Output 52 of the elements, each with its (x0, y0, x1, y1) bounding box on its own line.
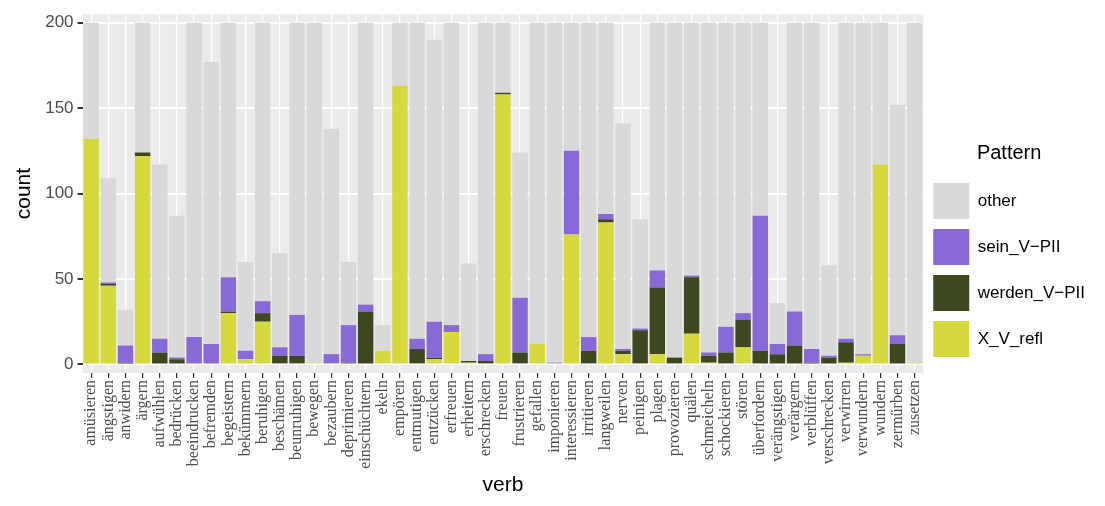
y-tick-label: 150 (45, 97, 74, 117)
x-tick-label: deprimieren (338, 379, 357, 458)
legend-title: Pattern (976, 140, 1042, 163)
x-tick-label: überfordern (750, 379, 768, 456)
x-tick-label: beeindrucken (184, 379, 202, 467)
x-tick-label: peinigen (630, 379, 649, 436)
x-tick-label: begeistern (218, 379, 237, 446)
x-tick-label: frustrieren (510, 379, 528, 447)
x-tick-label: verwirren (836, 379, 854, 443)
y-tick-label: 0 (64, 354, 74, 374)
legend-label: X_V_refl (977, 328, 1043, 348)
x-tick-label: schockieren (716, 379, 734, 457)
x-tick-label: beruhigen (252, 379, 271, 444)
x-tick-label: langweilen (596, 379, 615, 451)
x-tick-label: zusetzen (904, 379, 922, 436)
x-tick-label: nerven (613, 379, 631, 424)
x-tick-label: verschrecken (819, 379, 837, 465)
x-tick-label: bezaubern (321, 379, 339, 446)
x-tick-label: verängstigen (767, 379, 786, 462)
x-tick-label: empören (390, 379, 409, 436)
x-tick-label: stören (733, 379, 751, 420)
legend-label: werden_V−PII (976, 282, 1085, 302)
x-tick-label: irritieren (578, 379, 596, 436)
x-tick-label: freuen (493, 379, 511, 421)
legend-label: other (977, 190, 1017, 210)
x-tick-label: verwundern (853, 379, 871, 457)
y-tick-label: 50 (54, 268, 74, 288)
x-tick-label: ekeln (373, 379, 391, 415)
x-tick-label: bewegen (304, 379, 323, 437)
x-tick-label: erfreuen (441, 379, 459, 434)
x-tick-label: entmutigen (407, 379, 426, 452)
legend-label: sein_V−PII (977, 236, 1061, 256)
y-tick-label: 200 (45, 12, 74, 32)
y-axis-title: count (11, 167, 35, 220)
x-tick-label: erheitern (458, 379, 476, 437)
x-tick-label: befremden (201, 379, 219, 449)
x-tick-label: entzücken (424, 379, 442, 445)
x-tick-label: beschämen (270, 379, 288, 452)
x-tick-label: ängstigen (98, 379, 117, 442)
y-tick-label: 100 (45, 183, 74, 203)
x-tick-label: amüsieren (81, 379, 99, 446)
x-tick-label: gefallen (527, 379, 546, 432)
x-tick-label: beunruhigen (287, 379, 306, 460)
x-tick-label: ärgern (132, 379, 151, 421)
x-tick-label: erschrecken (475, 379, 493, 457)
x-tick-label: zermürben (887, 379, 905, 449)
x-tick-label: bedrücken (167, 379, 185, 447)
x-tick-label: wundern (870, 379, 888, 436)
x-tick-label: imponieren (544, 379, 563, 453)
x-tick-label: quälen (681, 379, 700, 423)
x-tick-label: plagen (647, 379, 666, 423)
x-axis-title: verb (482, 472, 524, 496)
